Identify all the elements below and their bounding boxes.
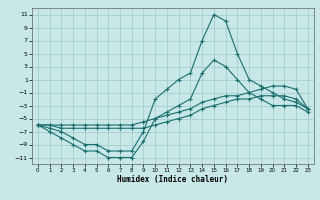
X-axis label: Humidex (Indice chaleur): Humidex (Indice chaleur) [117,175,228,184]
